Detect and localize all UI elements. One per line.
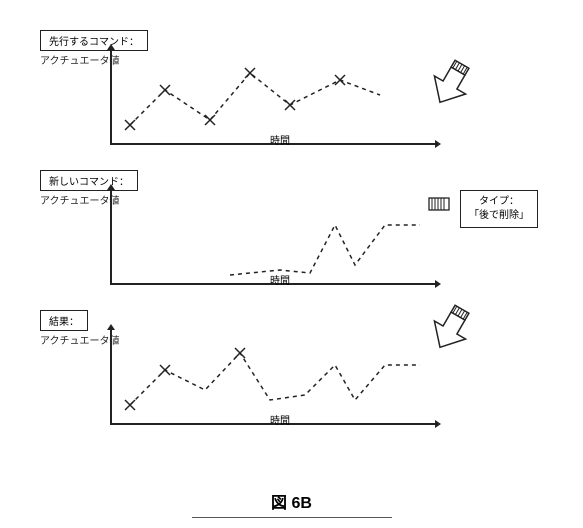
axes: 時間: [110, 335, 430, 425]
y-axis-label: アクチュエータ値: [40, 52, 120, 67]
x-axis-label: 時間: [270, 412, 290, 427]
arrow-down-right-icon: [420, 300, 480, 360]
type-label-box: タイプ： 「後で削除」: [460, 190, 538, 228]
chart-title-box: 結果：: [40, 310, 88, 331]
x-axis-label: 時間: [270, 132, 290, 147]
x-axis-label: 時間: [270, 272, 290, 287]
figure-underline: [192, 517, 392, 518]
chart-title-box: 新しいコマンド：: [40, 170, 138, 191]
chart-title-box: 先行するコマンド：: [40, 30, 148, 51]
arrow-down-right-icon: [420, 55, 480, 115]
axes: 時間: [110, 195, 430, 285]
cylinder-icon: [428, 197, 450, 216]
figure-label: 図 6B: [271, 489, 312, 513]
type-line1: タイプ：: [469, 195, 529, 209]
y-axis-label: アクチュエータ値: [40, 192, 120, 207]
y-axis-label: アクチュエータ値: [40, 332, 120, 347]
type-line2: 「後で削除」: [469, 209, 529, 223]
axes: 時間: [110, 55, 430, 145]
